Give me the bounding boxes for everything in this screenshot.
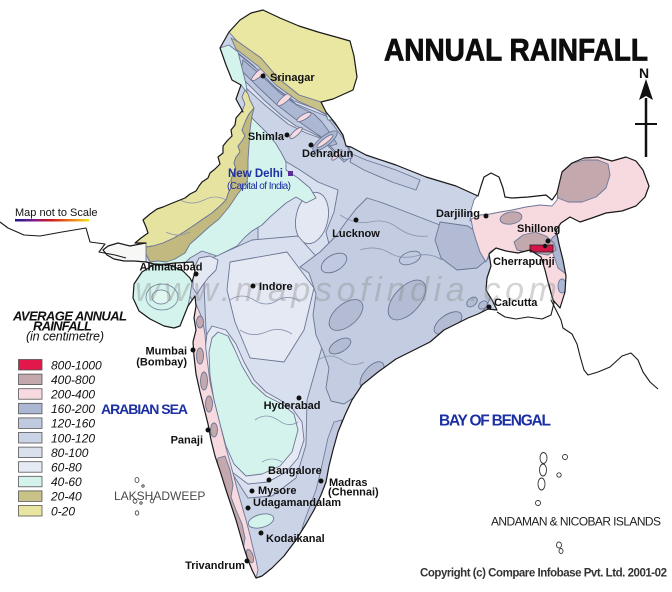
svg-text:ANDAMAN & NICOBAR ISLANDS: ANDAMAN & NICOBAR ISLANDS [491, 515, 661, 529]
svg-text:400-800: 400-800 [51, 373, 95, 387]
svg-text:Map not to Scale: Map not to Scale [15, 207, 98, 219]
svg-text:Udagamandalam: Udagamandalam [253, 497, 341, 509]
svg-text:0-20: 0-20 [51, 504, 75, 518]
svg-text:Srinagar: Srinagar [270, 72, 315, 84]
svg-text:Shillong: Shillong [517, 223, 560, 235]
svg-text:ANNUAL RAINFALL: ANNUAL RAINFALL [384, 32, 648, 68]
svg-text:80-100: 80-100 [51, 446, 89, 460]
svg-text:120-160: 120-160 [51, 417, 95, 431]
svg-text:ARABIAN SEA: ARABIAN SEA [101, 401, 188, 417]
svg-text:Kodaikanal: Kodaikanal [266, 533, 325, 545]
svg-text:(in centimetre): (in centimetre) [26, 330, 104, 344]
svg-text:60-80: 60-80 [51, 461, 82, 475]
svg-text:200-400: 200-400 [50, 388, 95, 402]
svg-text:Panaji: Panaji [171, 435, 203, 447]
svg-text:Mumbai: Mumbai [145, 346, 187, 358]
svg-text:160-200: 160-200 [51, 402, 95, 416]
svg-text:Indore: Indore [259, 281, 293, 293]
svg-text:Hyderabad: Hyderabad [264, 400, 321, 412]
svg-text:Bangalore: Bangalore [268, 465, 322, 477]
svg-text:Dehradun: Dehradun [302, 148, 354, 160]
svg-text:www.mapsofindia.com: www.mapsofindia.com [135, 271, 557, 309]
svg-text:Ahmadabad: Ahmadabad [140, 262, 203, 274]
svg-text:RAINFALL: RAINFALL [33, 319, 92, 334]
svg-text:(Bombay): (Bombay) [136, 357, 187, 369]
svg-text:LAKSHADWEEP: LAKSHADWEEP [114, 489, 205, 503]
svg-text:BAY OF BENGAL: BAY OF BENGAL [439, 413, 551, 430]
svg-text:800-1000: 800-1000 [51, 358, 102, 372]
svg-text:40-60: 40-60 [51, 475, 82, 489]
svg-text:Darjiling: Darjiling [436, 208, 480, 220]
svg-text:20-40: 20-40 [50, 490, 82, 504]
svg-text:Copyright (c) Compare Infobase: Copyright (c) Compare Infobase Pvt. Ltd.… [420, 568, 667, 580]
svg-text:AVERAGE ANNUAL: AVERAGE ANNUAL [12, 309, 127, 324]
svg-text:Cherrapunji: Cherrapunji [493, 256, 555, 268]
svg-text:(Chennai): (Chennai) [328, 487, 379, 499]
svg-text:Lucknow: Lucknow [332, 228, 380, 240]
svg-text:100-120: 100-120 [51, 431, 95, 445]
svg-text:Calcutta: Calcutta [494, 297, 538, 309]
svg-text:Shimla: Shimla [248, 131, 285, 143]
svg-text:Trivandrum: Trivandrum [185, 560, 245, 572]
svg-text:N: N [639, 65, 649, 81]
svg-text:Madras: Madras [329, 477, 368, 489]
svg-text:New Delhi: New Delhi [228, 168, 283, 180]
svg-text:Mysore: Mysore [258, 485, 297, 497]
svg-text:(Capital of India): (Capital of India) [227, 181, 291, 192]
